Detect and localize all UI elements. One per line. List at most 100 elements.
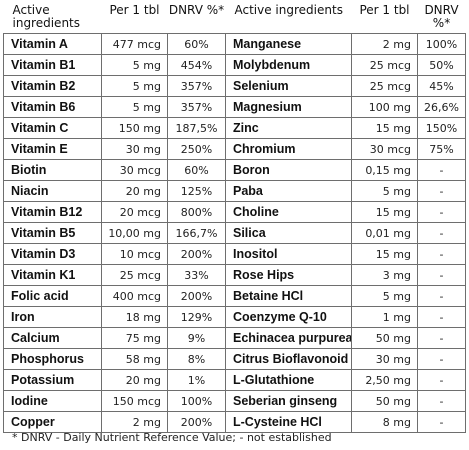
amount-per-tbl-left: 5 mg [101, 54, 168, 76]
amount-per-tbl-left: 2 mg [101, 411, 168, 433]
table-row: Vitamin B12 20 mcg 800% Choline 15 mg - [3, 201, 466, 223]
dnrv-percent-left: 8% [167, 348, 226, 370]
amount-per-tbl-right: 0,15 mg [351, 159, 418, 181]
dnrv-percent-right: - [417, 369, 466, 391]
header-active-ingredients-right: Active ingredients [225, 4, 352, 34]
ingredient-name-left: Iodine [3, 390, 102, 412]
dnrv-percent-right: - [417, 411, 466, 433]
amount-per-tbl-right: 1 mg [351, 306, 418, 328]
table-row: Vitamin B5 10,00 mg 166,7% Silica 0,01 mg - [3, 222, 466, 244]
header-dnrv-right: DNRV %* [417, 4, 466, 34]
ingredient-name-right: Chromium [225, 138, 352, 160]
table-row: Vitamin A 477 mcg 60% Manganese 2 mg 100% [3, 33, 466, 55]
ingredient-name-right: Seberian ginseng [225, 390, 352, 412]
table-row: Vitamin K1 25 mcg 33% Rose Hips 3 mg - [3, 264, 466, 286]
amount-per-tbl-left: 30 mcg [101, 159, 168, 181]
amount-per-tbl-left: 75 mg [101, 327, 168, 349]
ingredient-name-right: Choline [225, 201, 352, 223]
dnrv-percent-left: 129% [167, 306, 226, 328]
dnrv-percent-left: 800% [167, 201, 226, 223]
dnrv-percent-left: 9% [167, 327, 226, 349]
dnrv-percent-right: 50% [417, 54, 466, 76]
ingredient-name-left: Vitamin A [3, 33, 102, 55]
dnrv-percent-right: - [417, 348, 466, 370]
ingredient-name-right: Boron [225, 159, 352, 181]
ingredient-name-left: Vitamin B1 [3, 54, 102, 76]
ingredient-name-left: Vitamin B2 [3, 75, 102, 97]
amount-per-tbl-right: 25 mcg [351, 75, 418, 97]
table-row: Vitamin B6 5 mg 357% Magnesium 100 mg 26,6% [3, 96, 466, 118]
ingredient-name-right: Citrus Bioflavonoid [225, 348, 352, 370]
amount-per-tbl-right: 8 mg [351, 411, 418, 433]
amount-per-tbl-left: 25 mcg [101, 264, 168, 286]
amount-per-tbl-right: 15 mg [351, 201, 418, 223]
amount-per-tbl-left: 18 mg [101, 306, 168, 328]
ingredient-name-right: Silica [225, 222, 352, 244]
dnrv-percent-left: 357% [167, 96, 226, 118]
table-row: Calcium 75 mg 9% Echinacea purpurea 50 mg - [3, 327, 466, 349]
ingredient-name-left: Vitamin E [3, 138, 102, 160]
table-row: Iron 18 mg 129% Coenzyme Q-10 1 mg - [3, 306, 466, 328]
ingredient-name-left: Iron [3, 306, 102, 328]
amount-per-tbl-right: 5 mg [351, 285, 418, 307]
ingredient-name-left: Vitamin K1 [3, 264, 102, 286]
amount-per-tbl-left: 150 mcg [101, 390, 168, 412]
amount-per-tbl-left: 30 mg [101, 138, 168, 160]
ingredient-name-left: Niacin [3, 180, 102, 202]
amount-per-tbl-right: 0,01 mg [351, 222, 418, 244]
ingredient-name-left: Vitamin B12 [3, 201, 102, 223]
header-dnrv-left: DNRV %* [167, 4, 226, 34]
dnrv-percent-right: - [417, 180, 466, 202]
ingredient-name-right: Rose Hips [225, 264, 352, 286]
table-row: Vitamin C 150 mg 187,5% Zinc 15 mg 150% [3, 117, 466, 139]
table-row: Vitamin E 30 mg 250% Chromium 30 mcg 75% [3, 138, 466, 160]
header-per-tbl-left: Per 1 tbl [101, 4, 168, 34]
dnrv-percent-left: 250% [167, 138, 226, 160]
dnrv-percent-right: - [417, 201, 466, 223]
dnrv-percent-left: 60% [167, 159, 226, 181]
ingredient-name-left: Vitamin B5 [3, 222, 102, 244]
table-row: Biotin 30 mcg 60% Boron 0,15 mg - [3, 159, 466, 181]
dnrv-percent-left: 200% [167, 243, 226, 265]
ingredient-name-left: Vitamin C [3, 117, 102, 139]
dnrv-percent-right: - [417, 243, 466, 265]
table-row: Iodine 150 mcg 100% Seberian ginseng 50 mg - [3, 390, 466, 412]
amount-per-tbl-left: 400 mcg [101, 285, 168, 307]
ingredient-name-right: Paba [225, 180, 352, 202]
dnrv-percent-right: 45% [417, 75, 466, 97]
amount-per-tbl-right: 15 mg [351, 117, 418, 139]
dnrv-percent-right: - [417, 222, 466, 244]
footnote: * DNRV - Daily Nutrient Reference Value;… [12, 431, 332, 444]
amount-per-tbl-left: 150 mg [101, 117, 168, 139]
header-per-tbl-right: Per 1 tbl [351, 4, 418, 34]
dnrv-percent-left: 33% [167, 264, 226, 286]
ingredient-name-right: Echinacea purpurea [225, 327, 352, 349]
table-row: Folic acid 400 mcg 200% Betaine HCl 5 mg - [3, 285, 466, 307]
table-row: Vitamin D3 10 mcg 200% Inositol 15 mg - [3, 243, 466, 265]
dnrv-percent-left: 200% [167, 411, 226, 433]
ingredient-name-right: L-Cysteine HCl [225, 411, 352, 433]
ingredient-name-left: Copper [3, 411, 102, 433]
dnrv-percent-left: 166,7% [167, 222, 226, 244]
ingredient-name-right: Inositol [225, 243, 352, 265]
header-active-ingredients-left: Active ingredients [3, 4, 102, 34]
amount-per-tbl-right: 5 mg [351, 180, 418, 202]
amount-per-tbl-left: 10 mcg [101, 243, 168, 265]
dnrv-percent-right: - [417, 327, 466, 349]
dnrv-percent-right: - [417, 390, 466, 412]
dnrv-percent-right: - [417, 159, 466, 181]
table-row: Vitamin B1 5 mg 454% Molybdenum 25 mcg 50% [3, 54, 466, 76]
amount-per-tbl-left: 5 mg [101, 96, 168, 118]
ingredient-name-left: Phosphorus [3, 348, 102, 370]
table-row: Copper 2 mg 200% L-Cysteine HCl 8 mg - [3, 411, 466, 433]
dnrv-percent-right: 26,6% [417, 96, 466, 118]
ingredient-name-right: Manganese [225, 33, 352, 55]
dnrv-percent-right: - [417, 285, 466, 307]
table-row: Niacin 20 mg 125% Paba 5 mg - [3, 180, 466, 202]
dnrv-percent-left: 60% [167, 33, 226, 55]
amount-per-tbl-right: 15 mg [351, 243, 418, 265]
amount-per-tbl-left: 58 mg [101, 348, 168, 370]
amount-per-tbl-left: 20 mcg [101, 201, 168, 223]
amount-per-tbl-right: 50 mg [351, 390, 418, 412]
dnrv-percent-right: - [417, 306, 466, 328]
